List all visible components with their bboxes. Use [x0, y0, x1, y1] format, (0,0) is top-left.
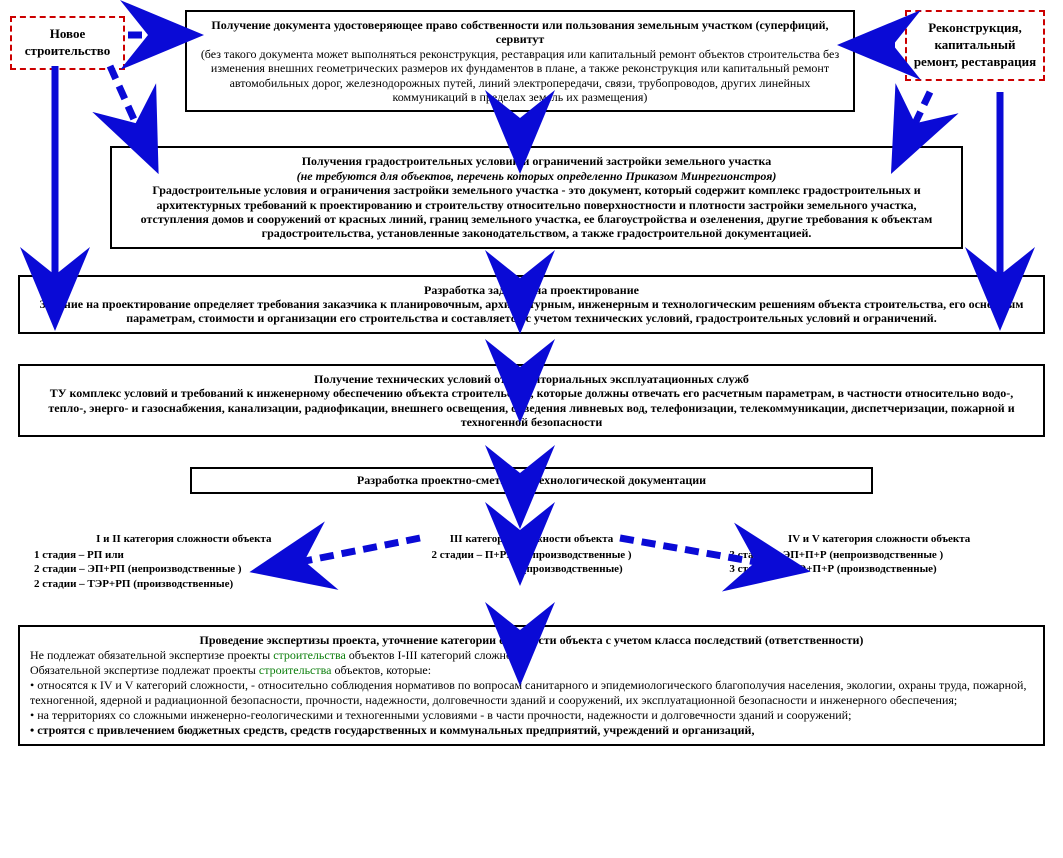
cat3-l1: 3 стадии – ЭП+П+Р (непроизводственные ): [729, 549, 943, 561]
expert-title: Проведение экспертизы проекта, уточнение…: [30, 633, 1033, 648]
expert-p2b: объектов, которые:: [331, 663, 431, 677]
expert-b1: • относятся к IV и V категорий сложности…: [30, 678, 1026, 707]
start-reconstruction: Реконструкция, капитальный ремонт, реста…: [905, 10, 1045, 81]
cat1-l1: 1 стадия – РП или: [34, 549, 124, 561]
cat1-title: I и II категория сложности объекта: [34, 532, 334, 546]
box2-body: Градостроительные условия и ограничения …: [141, 183, 933, 240]
box1-body: (без такого документа может выполняться …: [201, 47, 839, 104]
box5-text: Разработка проектно-сметной и технологич…: [357, 473, 706, 487]
expert-p2a: Обязательной экспертизе подлежат проекты: [30, 663, 259, 677]
cat1-l3: 2 стадии – ТЭР+РП (производственные): [34, 578, 233, 590]
expert-p1a: Не подлежат обязательной экспертизе прое…: [30, 648, 273, 662]
category-3: III категория сложности объекта 2 стадии…: [378, 528, 686, 595]
box3-body: Задание на проектирование определяет тре…: [40, 297, 1024, 325]
expert-b3: • строятся с привлечением бюджетных сред…: [30, 723, 754, 737]
expert-p1g: строительства: [273, 648, 346, 662]
category-1-2: I и II категория сложности объекта 1 ста…: [30, 528, 338, 595]
cat2-l1: 2 стадии – П+РП (непроизводственные ): [431, 549, 631, 561]
box-design-docs: Разработка проектно-сметной и технологич…: [190, 467, 873, 493]
box-tech-conditions: Получение технических условий от террито…: [18, 364, 1045, 438]
start-new-construction: Новое строительство: [10, 16, 125, 70]
expert-b2: • на территориях со сложными инженерно-г…: [30, 708, 851, 722]
box2-sub: (не требуются для объектов, перечень кот…: [297, 169, 777, 183]
expert-p1b: объектов I-III категорий сложности.: [346, 648, 532, 662]
cat3-title: IV и V категория сложности объекта: [729, 532, 1029, 546]
cat1-l2: 2 стадии – ЭП+РП (непроизводственные ): [34, 563, 242, 575]
box-expertise: Проведение экспертизы проекта, уточнение…: [18, 625, 1045, 746]
box-urban-conditions: Получения градостроительных условий и ог…: [110, 146, 963, 248]
category-4-5: IV и V категория сложности объекта 3 ста…: [725, 528, 1033, 595]
cat3-l2: 3 стадии – ТЭО+П+Р (производственные): [729, 563, 936, 575]
box1-title: Получение документа удостоверяющее право…: [211, 18, 828, 46]
cat2-l2: (производственные): [440, 563, 622, 575]
cat2-title: III категория сложности объекта: [382, 532, 682, 546]
expert-p2g: строительства: [259, 663, 332, 677]
box-design-task: Разработка задания на проектирование Зад…: [18, 275, 1045, 334]
box4-body: ТУ комплекс условий и требований к инжен…: [48, 386, 1014, 429]
box-land-document: Получение документа удостоверяющее право…: [185, 10, 855, 112]
box3-title: Разработка задания на проектирование: [424, 283, 639, 297]
box2-title: Получения градостроительных условий и ог…: [302, 154, 772, 168]
box4-title: Получение технических условий от террито…: [314, 372, 749, 386]
